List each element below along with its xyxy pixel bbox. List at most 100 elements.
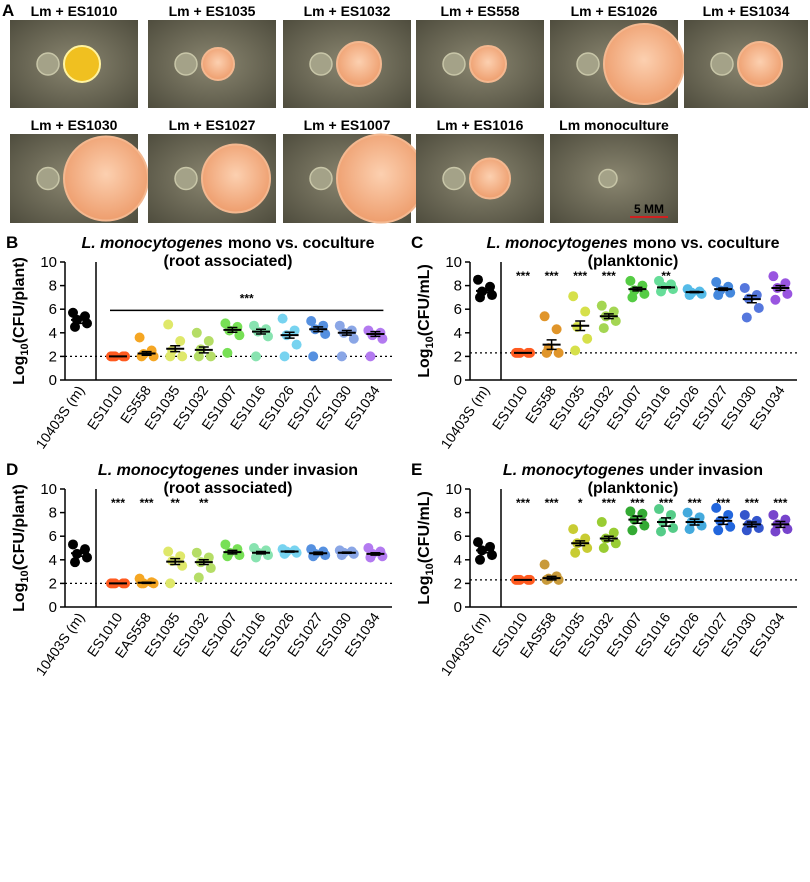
error-bar xyxy=(341,329,352,336)
data-point xyxy=(205,351,216,362)
error-bar xyxy=(546,339,557,351)
data-point xyxy=(741,525,752,536)
significance-label: ** xyxy=(199,496,209,510)
chart-subtitle: (root associated) xyxy=(164,480,293,497)
error-bar xyxy=(480,288,490,294)
es-colony xyxy=(63,45,101,83)
significance-label: *** xyxy=(773,496,787,510)
data-point xyxy=(739,282,750,293)
significance-label: *** xyxy=(745,496,759,510)
x-tick-label: 10403S (m) xyxy=(437,610,492,679)
y-label-sub: 10 xyxy=(19,570,31,582)
data-point xyxy=(596,300,607,311)
data-point xyxy=(753,522,764,533)
data-point xyxy=(625,275,636,286)
error-bar xyxy=(313,551,324,556)
data-point xyxy=(741,312,752,323)
error-bar xyxy=(141,350,152,356)
data-point xyxy=(639,520,650,531)
data-point xyxy=(177,560,188,571)
data-point xyxy=(568,291,579,302)
photo-label: Lm + ES1034 xyxy=(703,3,790,19)
lm-colony xyxy=(309,52,333,76)
chart-title: L. monocytogenes mono vs. coculture xyxy=(81,235,374,252)
error-bar xyxy=(256,550,266,555)
error-bar xyxy=(746,521,757,528)
es-colony xyxy=(737,41,783,87)
data-point xyxy=(684,524,695,535)
data-point xyxy=(625,506,636,517)
panel-letter: A xyxy=(2,1,14,20)
data-point xyxy=(541,347,552,358)
chart-title: L. monocytogenes under invasion xyxy=(503,462,763,479)
data-point xyxy=(487,550,497,561)
error-bar xyxy=(546,575,557,581)
data-point xyxy=(768,271,779,282)
data-point xyxy=(668,284,678,295)
error-bar xyxy=(632,286,643,292)
data-point xyxy=(753,303,764,314)
data-point xyxy=(770,526,781,537)
y-label-unit: (CFU/mL) xyxy=(416,264,433,336)
title-text: mono vs. coculture xyxy=(633,235,780,252)
panel-letter: C xyxy=(411,233,423,252)
error-bar xyxy=(370,330,381,338)
title-species: L. monocytogenes xyxy=(503,462,644,479)
data-point xyxy=(193,572,204,583)
significance-label: *** xyxy=(516,269,530,283)
data-point xyxy=(163,546,174,557)
y-label-sub: 10 xyxy=(424,336,436,348)
data-point xyxy=(193,351,204,362)
significance-label: *** xyxy=(602,269,616,283)
error-bar xyxy=(746,294,757,304)
y-tick-label: 2 xyxy=(454,348,462,365)
chart-title: L. monocytogenes under invasion xyxy=(98,462,358,479)
data-point xyxy=(725,521,736,532)
y-axis-label: Log10(CFU/mL) xyxy=(416,264,436,378)
data-point xyxy=(175,336,186,347)
error-bar xyxy=(718,516,729,526)
data-point xyxy=(598,323,609,334)
lm-colony xyxy=(710,52,734,76)
data-point xyxy=(485,541,495,552)
lm-colony xyxy=(36,52,60,76)
photo-label: Lm monoculture xyxy=(559,117,669,133)
y-tick-label: 10 xyxy=(445,481,462,498)
error-bar xyxy=(775,520,786,529)
error-bar xyxy=(313,326,324,333)
data-point xyxy=(165,351,176,362)
error-bar xyxy=(689,518,700,526)
y-label-unit: (CFU/plant) xyxy=(11,484,28,570)
data-point xyxy=(82,552,92,563)
error-bar xyxy=(575,320,586,332)
es-colony xyxy=(63,135,149,222)
y-tick-label: 0 xyxy=(454,599,462,616)
data-point xyxy=(598,543,609,553)
photo-label: Lm + ES1010 xyxy=(31,3,118,19)
data-point xyxy=(163,319,174,330)
x-tick-label: ES1010 xyxy=(84,382,126,432)
error-bar xyxy=(775,284,786,292)
data-point xyxy=(320,328,331,339)
data-point xyxy=(770,294,781,305)
data-point xyxy=(165,578,176,589)
y-tick-label: 4 xyxy=(454,325,462,342)
error-bar xyxy=(718,287,729,292)
scale-bar-label: 5 MM xyxy=(634,202,664,216)
significance-label: *** xyxy=(240,291,254,305)
significance-label: *** xyxy=(573,269,587,283)
data-point xyxy=(336,351,347,362)
title-text: mono vs. coculture xyxy=(228,235,375,252)
y-tick-label: 6 xyxy=(49,301,57,318)
lm-colony xyxy=(598,168,618,189)
significance-label: *** xyxy=(688,496,702,510)
y-label-log: Log xyxy=(11,356,28,385)
data-point xyxy=(251,351,261,362)
significance-label: *** xyxy=(545,496,559,510)
data-point xyxy=(713,290,724,301)
data-point xyxy=(739,509,750,520)
data-point xyxy=(191,327,202,338)
error-bar xyxy=(632,515,643,524)
data-point xyxy=(568,524,579,535)
